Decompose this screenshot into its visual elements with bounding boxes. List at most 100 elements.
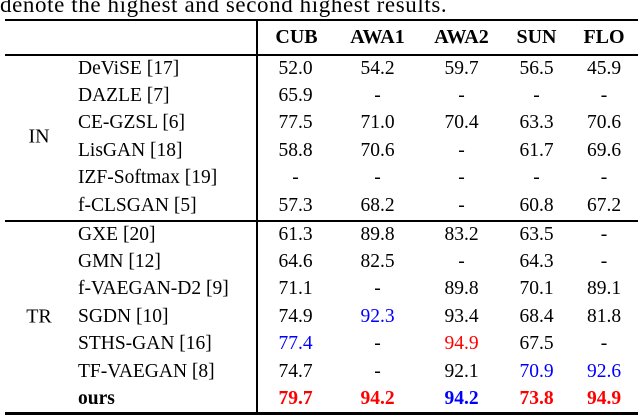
table-cell: 94.2 bbox=[360, 388, 395, 410]
table-row: GXE [20] 61.3 89.8 83.2 63.5 - bbox=[0, 221, 638, 248]
table-cell: 69.6 bbox=[586, 139, 622, 161]
table-cell: 71.1 bbox=[278, 278, 313, 300]
table-cell: - bbox=[374, 167, 381, 189]
table-cell: - bbox=[458, 194, 465, 216]
table-cell: 74.9 bbox=[278, 305, 313, 327]
table-cell: 92.6 bbox=[586, 360, 622, 382]
table-cell: - bbox=[533, 85, 540, 107]
table-cell: - bbox=[374, 333, 381, 355]
method-name: DeViSE [17] bbox=[78, 57, 180, 79]
table-cell: 81.8 bbox=[586, 305, 622, 327]
table-cell: 67.5 bbox=[519, 333, 554, 355]
table-cell: 73.8 bbox=[519, 388, 554, 410]
table-cell: 94.2 bbox=[444, 388, 479, 410]
table-header-row: CUB AWA1 AWA2 SUN FLO bbox=[0, 21, 638, 54]
method-name: ours bbox=[78, 388, 115, 410]
method-name: IZF-Softmax [19] bbox=[78, 167, 218, 189]
table-cell: 52.0 bbox=[278, 57, 313, 79]
table-cell: 60.8 bbox=[519, 194, 554, 216]
table-top-rule bbox=[5, 19, 638, 22]
table-cell: 74.7 bbox=[278, 360, 313, 382]
table-cell: 93.4 bbox=[444, 305, 479, 327]
table-cell: 77.4 bbox=[278, 333, 313, 355]
table-cell: - bbox=[458, 85, 465, 107]
caption-text: denote the highest and second highest re… bbox=[0, 0, 448, 17]
table-cell: 82.5 bbox=[360, 251, 395, 273]
table-row: STHS-GAN [16] 77.4 - 94.9 67.5 - bbox=[0, 331, 638, 358]
table-cell: 70.6 bbox=[360, 139, 395, 161]
table-mid-rule bbox=[5, 220, 638, 222]
table-cell: - bbox=[533, 167, 540, 189]
table-cell: 79.7 bbox=[278, 388, 313, 410]
column-header-sun: SUN bbox=[516, 26, 557, 48]
method-name: TF-VAEGAN [8] bbox=[78, 360, 215, 382]
table-cell: - bbox=[600, 251, 608, 273]
method-name: f-CLSGAN [5] bbox=[78, 194, 197, 216]
table-cell: 94.9 bbox=[586, 388, 622, 410]
table-cell: 89.1 bbox=[586, 278, 622, 300]
table-cell: 83.2 bbox=[444, 223, 479, 245]
table-row: SGDN [10] 74.9 92.3 93.4 68.4 81.8 bbox=[0, 303, 638, 330]
table-cell: - bbox=[600, 85, 608, 107]
table-vertical-divider bbox=[256, 21, 258, 412]
table-cell: 92.3 bbox=[360, 305, 395, 327]
table-cell: 63.3 bbox=[519, 112, 554, 134]
table-cell: 45.9 bbox=[586, 57, 622, 79]
table-cell: 56.5 bbox=[519, 57, 554, 79]
table-cell: - bbox=[600, 167, 608, 189]
table-cell: 68.2 bbox=[360, 194, 395, 216]
table-cell: 64.3 bbox=[519, 251, 554, 273]
column-header-awa1: AWA1 bbox=[350, 26, 405, 48]
table-cell: 71.0 bbox=[360, 112, 395, 134]
table-cell: - bbox=[600, 333, 608, 355]
method-name: STHS-GAN [16] bbox=[78, 333, 212, 355]
table-cell: - bbox=[458, 139, 465, 161]
table-row: DeViSE [17] 52.0 54.2 59.7 56.5 45.9 bbox=[0, 55, 638, 82]
table-cell: 54.2 bbox=[360, 57, 395, 79]
table-row: DAZLE [7] 65.9 - - - - bbox=[0, 82, 638, 109]
table-row: f-VAEGAN-D2 [9] 71.1 - 89.8 70.1 89.1 bbox=[0, 276, 638, 303]
table-cell: 89.8 bbox=[360, 223, 395, 245]
table-header-rule bbox=[5, 54, 638, 56]
table-cell: - bbox=[374, 85, 381, 107]
table-cell: - bbox=[600, 223, 608, 245]
table-cell: 77.5 bbox=[278, 112, 313, 134]
method-name: CE-GZSL [6] bbox=[78, 112, 186, 134]
table-cell: 94.9 bbox=[444, 333, 479, 355]
table-row: TF-VAEGAN [8] 74.7 - 92.1 70.9 92.6 bbox=[0, 358, 638, 385]
table-cell: 68.4 bbox=[519, 305, 554, 327]
column-header-awa2: AWA2 bbox=[434, 26, 489, 48]
table-group-transductive: TR GXE [20] 61.3 89.8 83.2 63.5 - GMN [1… bbox=[0, 221, 638, 413]
column-header-flo: FLO bbox=[583, 26, 625, 48]
column-header-cub: CUB bbox=[275, 26, 318, 48]
table-cell: 61.3 bbox=[278, 223, 313, 245]
table-cell: 64.6 bbox=[278, 251, 313, 273]
method-name: DAZLE [7] bbox=[78, 85, 170, 107]
table-row: IZF-Softmax [19] - - - - - bbox=[0, 165, 638, 192]
table-cell: 63.5 bbox=[519, 223, 554, 245]
table-row: f-CLSGAN [5] 57.3 68.2 - 60.8 67.2 bbox=[0, 192, 638, 219]
table-row: CE-GZSL [6] 77.5 71.0 70.4 63.3 70.6 bbox=[0, 110, 638, 137]
table-cell: 57.3 bbox=[278, 194, 313, 216]
table-cell: - bbox=[292, 167, 299, 189]
method-name: f-VAEGAN-D2 [9] bbox=[78, 278, 229, 300]
table-row: LisGAN [18] 58.8 70.6 - 61.7 69.6 bbox=[0, 137, 638, 164]
table-cell: 70.9 bbox=[519, 360, 554, 382]
group-rows: GXE [20] 61.3 89.8 83.2 63.5 - GMN [12] … bbox=[0, 221, 638, 413]
table-cell: 89.8 bbox=[444, 278, 479, 300]
method-name: LisGAN [18] bbox=[78, 139, 183, 161]
table-cell: - bbox=[374, 360, 381, 382]
table-cell: 70.4 bbox=[444, 112, 479, 134]
table-cell: 65.9 bbox=[278, 85, 313, 107]
table-cell: 61.7 bbox=[519, 139, 554, 161]
table-row: ours 79.7 94.2 94.2 73.8 94.9 bbox=[0, 385, 638, 412]
table-cell: 58.8 bbox=[278, 139, 313, 161]
method-name: SGDN [10] bbox=[78, 305, 169, 327]
method-name: GXE [20] bbox=[78, 223, 156, 245]
table-cell: - bbox=[458, 167, 465, 189]
table-group-inductive: IN DeViSE [17] 52.0 54.2 59.7 56.5 45.9 … bbox=[0, 55, 638, 219]
table-bottom-rule bbox=[5, 412, 638, 415]
group-label-in: IN bbox=[28, 125, 50, 148]
table-cell: 59.7 bbox=[444, 57, 479, 79]
